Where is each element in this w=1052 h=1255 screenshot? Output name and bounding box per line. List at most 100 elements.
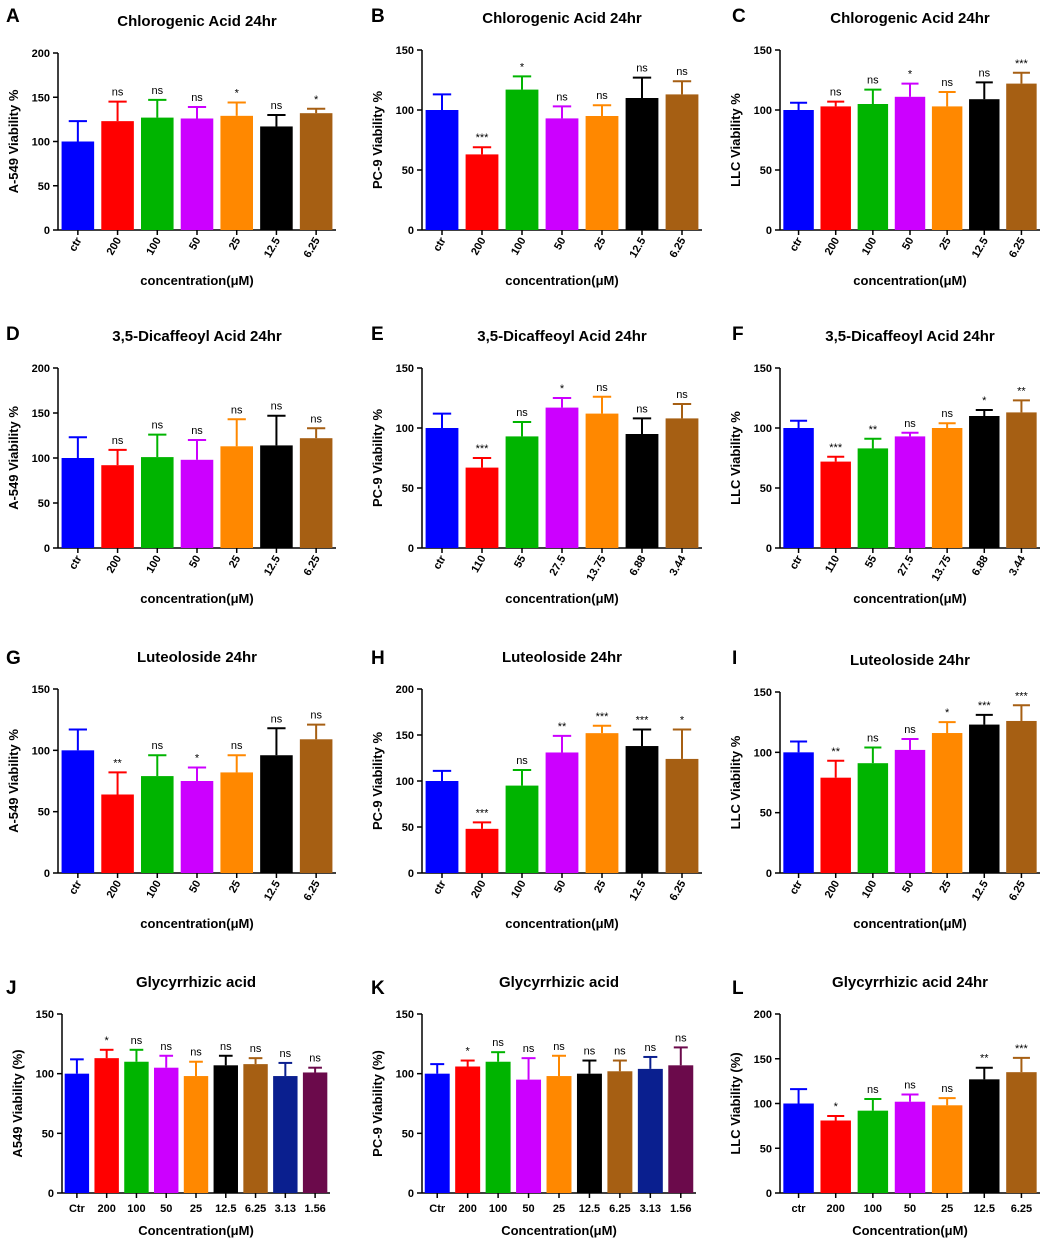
x-tick-label: 27.5: [895, 554, 916, 579]
y-axis-label: LLC Viability %: [728, 411, 743, 505]
bar-12.5: [969, 99, 1000, 230]
bar-ctr: [425, 781, 459, 873]
chart-panel-e: E 3,5-Dicaffeoyl Acid 24hr 0 50 100 150 PC-9 V…: [370, 324, 702, 606]
significance-label: ns: [271, 713, 283, 725]
bar-100: [857, 104, 889, 230]
bar-ctr: [783, 428, 814, 548]
bar-6.25: [1006, 1072, 1037, 1193]
bar-100: [857, 763, 889, 873]
x-tick-label: 200: [827, 1203, 845, 1215]
y-tick-label: 100: [754, 1099, 772, 1111]
significance-label: ns: [941, 77, 953, 89]
panel-letter: D: [6, 324, 20, 345]
chart-panel-c: C Chlorogenic Acid 24hr 0 50 100 150 LLC Viabi…: [728, 6, 1040, 288]
y-axis-label: PC-9 Viability %: [370, 732, 385, 830]
significance-label: ns: [131, 1035, 143, 1047]
significance-label: **: [831, 746, 840, 758]
x-tick-label: 12.5: [262, 236, 283, 261]
bar-27.5: [894, 436, 926, 548]
bar-ctr: [783, 752, 814, 873]
x-tick-label: 6.25: [302, 236, 323, 261]
y-axis-label: A-549 Viability %: [6, 406, 21, 510]
chart-title: 3,5-Dicaffeoyl Acid 24hr: [825, 328, 995, 345]
chart-panel-i: I Luteoloside 24hr 0 50 100 150 LLC Viability …: [728, 648, 1040, 931]
chart-title: Glycyrrhizic acid 24hr: [832, 974, 988, 991]
x-tick-label: 12.5: [579, 1203, 600, 1215]
chart-panel-l: L Glycyrrhizic acid 24hr 0 50 100 150 200 LLC V…: [728, 974, 1040, 1238]
significance-label: ns: [516, 407, 528, 419]
bar-100: [124, 1061, 149, 1193]
bar-3.44: [665, 418, 699, 548]
significance-label: ns: [231, 404, 243, 416]
x-tick-label: 25: [592, 879, 609, 896]
bar-12.5: [625, 98, 659, 230]
significance-label: ns: [191, 92, 203, 104]
significance-label: ***: [476, 132, 490, 144]
bar-50: [180, 459, 214, 548]
x-tick-label: 200: [469, 236, 489, 258]
significance-label: **: [869, 424, 878, 436]
significance-label: ns: [636, 63, 648, 75]
significance-label: ns: [614, 1046, 626, 1058]
bar-110: [820, 461, 851, 548]
x-tick-label: 200: [823, 879, 843, 901]
y-tick-label: 100: [396, 105, 414, 117]
significance-label: ns: [978, 67, 990, 79]
y-tick-label: 100: [396, 423, 414, 435]
significance-label: ns: [676, 66, 688, 78]
x-tick-label: 3.13: [275, 1203, 296, 1215]
panel-letter: E: [371, 324, 384, 345]
x-tick-label: 25: [937, 236, 954, 253]
significance-label: ns: [867, 733, 879, 745]
bar-13.75: [931, 428, 963, 548]
x-tick-label: 100: [489, 1203, 507, 1215]
x-tick-label: 55: [512, 554, 529, 571]
bar-55: [505, 436, 539, 548]
significance-label: *: [195, 753, 200, 765]
significance-label: *: [560, 383, 565, 395]
significance-label: ns: [636, 403, 648, 415]
panel-letter: C: [732, 6, 746, 27]
significance-label: ns: [160, 1041, 172, 1053]
significance-label: *: [982, 395, 987, 407]
bar-25: [220, 446, 253, 548]
y-tick-label: 150: [32, 92, 50, 104]
x-tick-label: 6.25: [302, 554, 323, 579]
bar-25: [931, 733, 963, 873]
x-axis-label: concentration(μM): [853, 591, 966, 606]
x-tick-label: 100: [144, 879, 164, 901]
x-tick-label: 50: [522, 1203, 534, 1215]
y-axis-label: A549 Viability (%): [10, 1049, 25, 1157]
significance-label: ns: [231, 740, 243, 752]
x-axis-label: concentration(μM): [505, 273, 618, 288]
bar-50: [516, 1079, 542, 1193]
significance-label: ***: [596, 711, 610, 723]
bar-6.25: [1006, 83, 1037, 230]
x-tick-label: 6.88: [627, 554, 648, 579]
y-tick-label: 100: [32, 453, 50, 465]
y-tick-label: 150: [396, 45, 414, 57]
x-tick-label: 3.44: [667, 553, 689, 578]
significance-label: ns: [904, 724, 916, 736]
significance-label: *: [834, 1101, 839, 1113]
bar-3.44: [1006, 412, 1037, 548]
significance-label: ns: [941, 408, 953, 420]
significance-label: ns: [191, 425, 203, 437]
bar-3.13: [637, 1068, 663, 1193]
significance-label: *: [908, 69, 913, 81]
significance-label: ns: [151, 420, 163, 432]
bar-200: [820, 1120, 851, 1193]
x-tick-label: 3.13: [640, 1203, 661, 1215]
significance-label: ***: [636, 714, 650, 726]
significance-label: ns: [280, 1048, 292, 1060]
y-tick-label: 50: [760, 808, 772, 820]
significance-label: *: [520, 61, 525, 73]
x-tick-label: 200: [97, 1203, 115, 1215]
significance-label: *: [314, 94, 319, 106]
y-tick-label: 50: [38, 181, 50, 193]
y-tick-label: 50: [38, 498, 50, 510]
bar-50: [154, 1067, 179, 1193]
x-tick-label: 27.5: [547, 554, 568, 579]
significance-label: ns: [867, 1084, 879, 1096]
bar-12.5: [260, 755, 293, 873]
